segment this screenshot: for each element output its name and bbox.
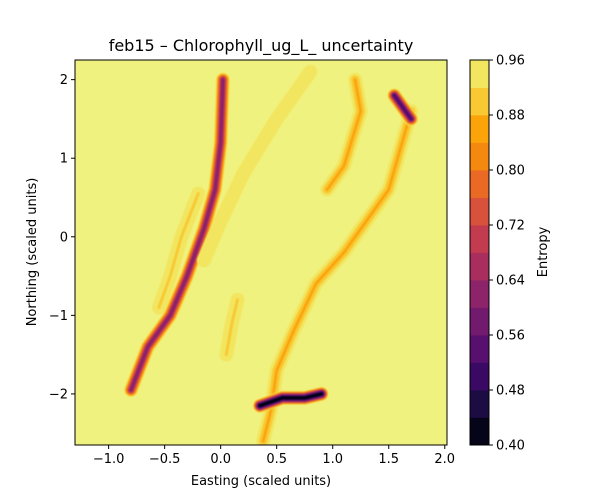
y-axis: 2 1 0 −1 −2 [49,73,75,402]
colorbar-segment [470,280,489,308]
contour-feature [320,72,368,197]
contour-band [129,78,225,392]
colorbar-tick-label: 0.96 [496,54,525,69]
contour-band [258,392,323,408]
colorbar-segment [470,307,489,336]
y-tick-label: −1 [49,309,68,324]
colorbar-segment [470,170,489,198]
x-tick-label: −1.0 [93,452,125,467]
colorbar-segment [470,197,489,226]
contour-feature [196,64,318,268]
plot-frame [74,59,448,446]
x-tick-label: 1.0 [322,452,343,467]
colorbar-tick-label: 0.64 [496,274,525,289]
colorbar-tick-label: 0.48 [496,384,525,399]
colorbar-tick-label: 0.56 [496,329,525,344]
y-axis-label: Northing (scaled units) [25,178,40,327]
colorbar-tick-label: 0.40 [496,439,525,454]
colorbar-tick-label: 0.72 [496,219,525,234]
contour-feature [124,72,230,397]
x-tick-label: 0.0 [210,452,231,467]
colorbar-segment [470,335,489,363]
contour-feature [252,386,329,413]
colorbar-tick-label: 0.80 [496,164,525,179]
y-tick-label: −2 [49,387,68,402]
colorbar-tick-label: 0.88 [496,109,525,124]
x-axis-label: Easting (scaled units) [191,474,331,489]
colorbar-segment [470,390,489,418]
contour-band [392,93,413,121]
colorbar-segment [470,362,489,391]
colorbar-segment [470,142,489,171]
contour-feature [387,88,419,126]
colorbar-segment [470,252,489,281]
y-tick-label: 1 [60,152,68,167]
plot-area [74,59,448,446]
contour-band [157,192,200,309]
colorbar-segment [470,417,489,446]
colorbar-frame [469,59,490,446]
colorbar: 0.40 0.48 0.56 0.64 0.72 0.80 0.88 0.96 [469,54,525,454]
contour-band [325,78,363,192]
colorbar-segment [470,60,489,88]
colorbar-segment [470,87,489,116]
contour-feature [152,186,206,315]
y-tick-label: 0 [60,230,68,245]
y-tick-label: 2 [60,73,68,88]
x-tick-label: −0.5 [149,452,181,467]
colorbar-label: Entropy [536,226,551,277]
contour-layer [124,64,419,445]
contour-band [224,298,239,357]
x-tick-label: 2.0 [434,452,455,467]
contour-band [196,64,318,268]
x-tick-label: 0.5 [266,452,287,467]
x-axis: −1.0 −0.5 0.0 0.5 1.0 1.5 2.0 [93,445,455,467]
chart-title: feb15 – Chlorophyll_ug_L_ uncertainty [109,36,414,56]
contour-feature [219,292,245,362]
x-tick-label: 1.5 [378,452,399,467]
colorbar-segment [470,115,489,143]
colorbar-segment [470,225,489,253]
